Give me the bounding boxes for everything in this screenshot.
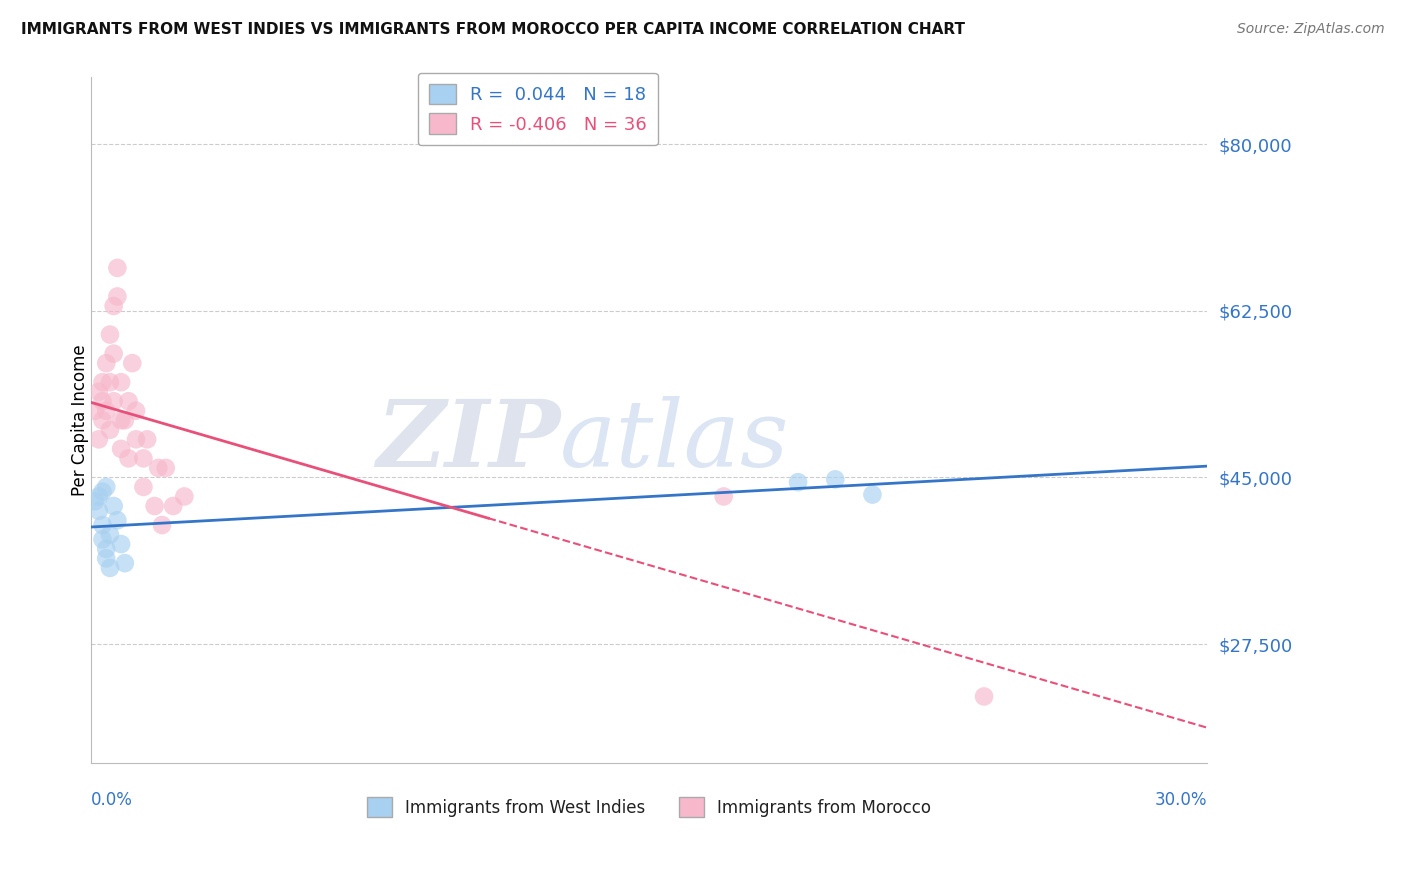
Point	[125, 403, 148, 417]
Text: 30.0%: 30.0%	[1154, 790, 1208, 808]
Point	[117, 394, 139, 409]
Text: ZIP: ZIP	[375, 396, 560, 486]
Point	[87, 433, 110, 447]
Point	[110, 413, 132, 427]
Point	[103, 499, 125, 513]
Point	[110, 375, 132, 389]
Point	[91, 484, 114, 499]
Point	[87, 490, 110, 504]
Point	[862, 487, 884, 501]
Point	[155, 461, 177, 475]
Point	[824, 472, 846, 486]
Point	[114, 413, 136, 427]
Point	[96, 541, 118, 556]
Point	[103, 299, 125, 313]
Point	[114, 556, 136, 570]
Point	[132, 480, 155, 494]
Point	[91, 533, 114, 547]
Point	[117, 451, 139, 466]
Point	[150, 518, 173, 533]
Text: IMMIGRANTS FROM WEST INDIES VS IMMIGRANTS FROM MOROCCO PER CAPITA INCOME CORRELA: IMMIGRANTS FROM WEST INDIES VS IMMIGRANT…	[21, 22, 965, 37]
Point	[98, 561, 121, 575]
Point	[105, 513, 128, 527]
Point	[98, 423, 121, 437]
Text: 0.0%: 0.0%	[91, 790, 134, 808]
Point	[173, 490, 195, 504]
Point	[148, 461, 170, 475]
Point	[91, 413, 114, 427]
Point	[84, 494, 107, 508]
Text: Source: ZipAtlas.com: Source: ZipAtlas.com	[1237, 22, 1385, 37]
Point	[973, 690, 995, 704]
Point	[96, 480, 118, 494]
Point	[87, 504, 110, 518]
Point	[110, 537, 132, 551]
Point	[121, 356, 143, 370]
Point	[103, 346, 125, 360]
Y-axis label: Per Capita Income: Per Capita Income	[72, 344, 89, 496]
Point	[91, 394, 114, 409]
Point	[84, 403, 107, 417]
Point	[132, 451, 155, 466]
Point	[713, 490, 735, 504]
Point	[91, 518, 114, 533]
Point	[105, 289, 128, 303]
Point	[96, 356, 118, 370]
Point	[787, 475, 810, 490]
Point	[110, 442, 132, 456]
Text: atlas: atlas	[560, 396, 790, 486]
Point	[91, 375, 114, 389]
Point	[98, 327, 121, 342]
Point	[103, 394, 125, 409]
Point	[136, 433, 159, 447]
Point	[98, 527, 121, 541]
Point	[98, 375, 121, 389]
Point	[87, 384, 110, 399]
Point	[96, 551, 118, 566]
Point	[162, 499, 184, 513]
Point	[105, 260, 128, 275]
Point	[143, 499, 166, 513]
Point	[96, 403, 118, 417]
Point	[125, 433, 148, 447]
Legend: Immigrants from West Indies, Immigrants from Morocco: Immigrants from West Indies, Immigrants …	[360, 791, 938, 823]
